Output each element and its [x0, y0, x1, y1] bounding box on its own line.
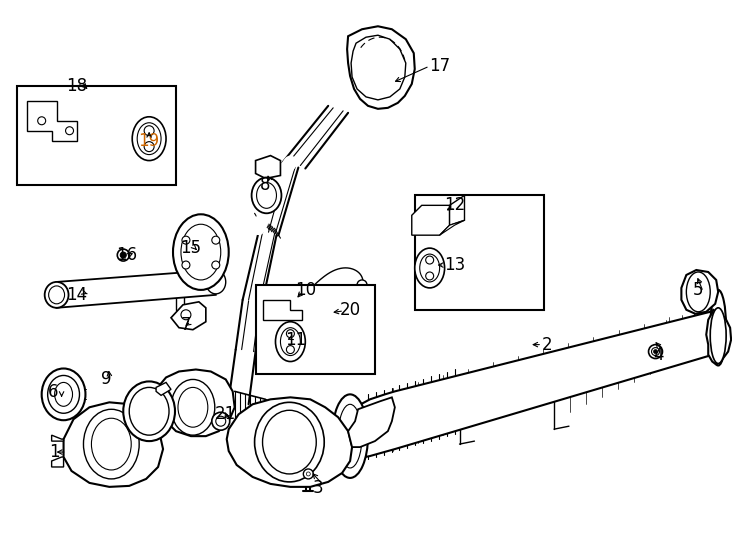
Circle shape — [649, 345, 663, 359]
Text: 18: 18 — [66, 77, 87, 95]
Circle shape — [182, 261, 190, 269]
Text: 10: 10 — [295, 281, 316, 299]
Ellipse shape — [275, 322, 305, 361]
Polygon shape — [681, 270, 718, 314]
Polygon shape — [286, 302, 305, 313]
Text: 13: 13 — [444, 256, 465, 274]
Polygon shape — [57, 270, 216, 308]
Ellipse shape — [255, 402, 324, 482]
Ellipse shape — [45, 282, 68, 308]
Text: 12: 12 — [444, 197, 465, 214]
Text: 9: 9 — [101, 370, 112, 388]
Text: 16: 16 — [116, 246, 137, 264]
Text: 7: 7 — [181, 316, 191, 334]
Circle shape — [181, 310, 191, 320]
Circle shape — [65, 127, 73, 134]
Circle shape — [120, 252, 126, 258]
Polygon shape — [706, 310, 731, 364]
Text: 14: 14 — [66, 286, 87, 304]
Text: 11: 11 — [285, 330, 306, 349]
Polygon shape — [263, 300, 302, 320]
Text: 6: 6 — [48, 383, 59, 401]
Polygon shape — [310, 310, 724, 477]
Text: 20: 20 — [340, 301, 360, 319]
Polygon shape — [348, 397, 395, 447]
Polygon shape — [51, 435, 64, 441]
Polygon shape — [449, 195, 465, 225]
Polygon shape — [26, 101, 76, 140]
Circle shape — [212, 412, 230, 430]
Circle shape — [144, 126, 154, 136]
Circle shape — [212, 261, 219, 269]
Circle shape — [303, 469, 313, 479]
Polygon shape — [412, 205, 449, 235]
Text: 1: 1 — [49, 443, 60, 461]
Polygon shape — [347, 26, 415, 109]
Ellipse shape — [123, 381, 175, 441]
Ellipse shape — [415, 248, 445, 288]
Ellipse shape — [252, 178, 281, 213]
Circle shape — [426, 272, 434, 280]
Circle shape — [117, 249, 129, 261]
Polygon shape — [255, 156, 280, 179]
Ellipse shape — [711, 290, 726, 366]
Text: 2: 2 — [542, 336, 553, 354]
Text: 15: 15 — [181, 239, 201, 257]
Bar — [255, 285, 375, 374]
Ellipse shape — [333, 394, 368, 478]
Ellipse shape — [171, 380, 215, 435]
Ellipse shape — [42, 368, 85, 420]
Ellipse shape — [132, 117, 166, 160]
Polygon shape — [351, 35, 406, 100]
Circle shape — [653, 349, 658, 354]
Polygon shape — [156, 382, 171, 395]
Polygon shape — [171, 302, 206, 330]
Circle shape — [426, 256, 434, 264]
Circle shape — [182, 236, 190, 244]
Circle shape — [144, 141, 154, 152]
Text: 3: 3 — [313, 479, 324, 497]
Polygon shape — [51, 457, 64, 467]
Polygon shape — [156, 369, 235, 436]
Text: 17: 17 — [429, 57, 450, 75]
Text: 21: 21 — [215, 405, 236, 423]
Circle shape — [212, 236, 219, 244]
Circle shape — [286, 346, 294, 354]
Circle shape — [37, 117, 46, 125]
Circle shape — [286, 330, 294, 338]
Text: 5: 5 — [693, 281, 703, 299]
Text: 8: 8 — [261, 177, 271, 194]
Text: 19: 19 — [139, 132, 160, 150]
Bar — [17, 86, 176, 185]
Polygon shape — [440, 220, 465, 235]
Circle shape — [291, 308, 299, 316]
Ellipse shape — [84, 409, 139, 479]
Text: 4: 4 — [653, 346, 664, 363]
Circle shape — [357, 280, 367, 290]
Ellipse shape — [206, 270, 226, 294]
Bar — [415, 195, 544, 310]
Polygon shape — [64, 402, 163, 487]
Ellipse shape — [173, 214, 229, 290]
Polygon shape — [227, 397, 352, 487]
Ellipse shape — [711, 308, 726, 363]
